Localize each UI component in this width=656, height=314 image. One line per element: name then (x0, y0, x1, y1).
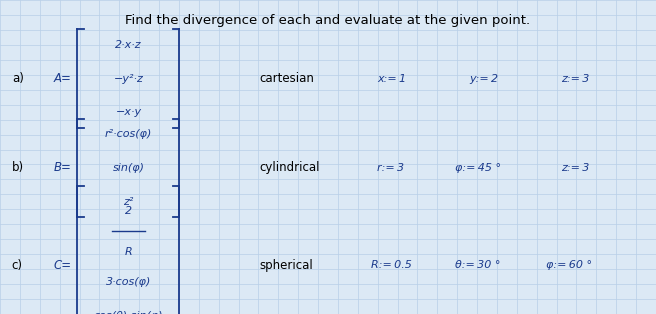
Text: cylindrical: cylindrical (259, 161, 319, 175)
Text: b): b) (12, 161, 24, 175)
Text: C=: C= (54, 259, 72, 272)
Text: R: R (125, 247, 133, 257)
Text: −y²·z: −y²·z (113, 73, 144, 84)
Text: 3·cos(φ): 3·cos(φ) (106, 277, 152, 287)
Text: cos(θ)·sin(φ): cos(θ)·sin(φ) (94, 311, 163, 314)
Text: −x·y: −x·y (115, 107, 142, 117)
Text: 2·x·z: 2·x·z (115, 40, 142, 50)
Text: φ:= 45 °: φ:= 45 ° (455, 163, 501, 173)
Text: r:= 3: r:= 3 (377, 163, 404, 173)
Text: θ:= 30 °: θ:= 30 ° (455, 260, 500, 270)
Text: y:= 2: y:= 2 (469, 73, 498, 84)
Text: spherical: spherical (259, 259, 313, 272)
Text: Find the divergence of each and evaluate at the given point.: Find the divergence of each and evaluate… (125, 14, 531, 27)
Text: x:= 1: x:= 1 (377, 73, 406, 84)
Text: B=: B= (54, 161, 72, 175)
Text: r²·cos(φ): r²·cos(φ) (105, 129, 152, 139)
Text: z:= 3: z:= 3 (561, 163, 589, 173)
Text: a): a) (12, 72, 24, 85)
Text: sin(φ): sin(φ) (113, 163, 144, 173)
Text: c): c) (12, 259, 23, 272)
Text: R:= 0.5: R:= 0.5 (371, 260, 411, 270)
Text: z²: z² (123, 197, 134, 207)
Text: A=: A= (54, 72, 72, 85)
Text: 2: 2 (125, 206, 132, 216)
Text: φ:= 60 °: φ:= 60 ° (546, 260, 592, 270)
Text: cartesian: cartesian (259, 72, 314, 85)
Text: z:= 3: z:= 3 (561, 73, 589, 84)
